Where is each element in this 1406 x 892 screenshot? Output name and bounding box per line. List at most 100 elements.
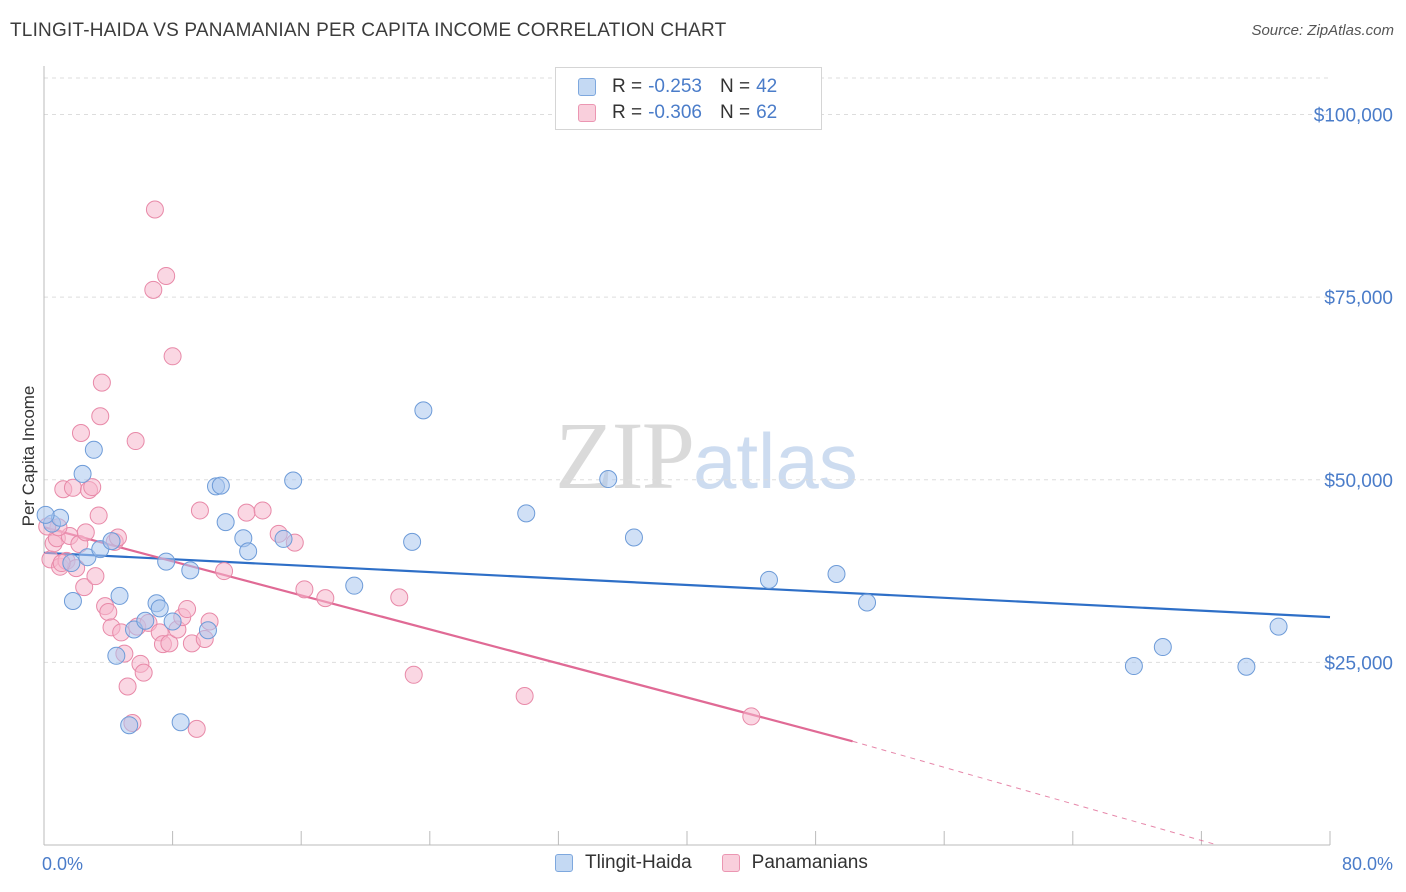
data-point-tlingit-haida — [62, 554, 81, 573]
trend-line-tlingit-haida — [43, 551, 1331, 619]
x-tick-label-min: 0.0% — [42, 854, 83, 874]
data-point-tlingit-haida — [63, 592, 82, 611]
trend-line-panamanians-extrapolated — [852, 740, 1218, 846]
data-point-panamanians — [92, 373, 111, 392]
chart-title: TLINGIT-HAIDA VS PANAMANIAN PER CAPITA I… — [10, 20, 727, 41]
data-point-panamanians — [134, 663, 153, 682]
swatch-panamanians — [721, 854, 740, 872]
data-point-panamanians — [160, 634, 179, 653]
data-point-tlingit-haida — [345, 576, 364, 595]
data-point-tlingit-haida — [414, 401, 433, 420]
source-label: Source: ZipAtlas.com — [1251, 22, 1394, 39]
watermark-zip: ZIP — [555, 402, 695, 509]
data-point-tlingit-haida — [73, 464, 92, 483]
data-point-tlingit-haida — [198, 621, 217, 640]
data-point-panamanians — [295, 580, 314, 599]
data-point-tlingit-haida — [1237, 657, 1256, 676]
data-point-panamanians — [126, 432, 145, 451]
data-point-panamanians — [404, 665, 423, 684]
legend-row-panamanians: R = -0.306 N = 62 — [578, 100, 777, 126]
data-point-tlingit-haida — [110, 586, 129, 605]
data-point-panamanians — [178, 600, 197, 619]
gridlines — [44, 77, 1330, 663]
data-point-tlingit-haida — [239, 542, 258, 561]
data-point-tlingit-haida — [1124, 657, 1143, 676]
data-point-panamanians — [163, 347, 182, 366]
trend-lines — [43, 526, 1331, 846]
data-point-tlingit-haida — [78, 548, 97, 567]
legend-row-tlingit-haida: R = -0.253 N = 42 — [578, 74, 777, 100]
data-point-tlingit-haida — [827, 564, 846, 583]
data-point-tlingit-haida — [274, 529, 293, 548]
watermark-atlas: atlas — [693, 417, 858, 505]
data-point-tlingit-haida — [120, 716, 139, 735]
data-point-tlingit-haida — [858, 593, 877, 612]
data-point-panamanians — [71, 424, 90, 443]
n-value-panamanians: 62 — [756, 102, 778, 123]
data-point-panamanians — [144, 280, 163, 299]
series-legend: Tlingit-Haida Panamanians — [555, 852, 898, 874]
data-point-panamanians — [86, 567, 105, 586]
data-point-tlingit-haida — [517, 504, 536, 523]
data-point-panamanians — [187, 719, 206, 738]
y-tick-labels: $25,000 $50,000 $75,000 $100,000 — [1314, 106, 1393, 675]
swatch-tlingit-haida — [578, 78, 596, 96]
data-point-tlingit-haida — [163, 612, 182, 631]
data-point-tlingit-haida — [51, 508, 70, 527]
legend-label-panamanians: Panamanians — [751, 852, 868, 873]
legend-item-panamanians: Panamanians — [721, 852, 868, 874]
data-point-tlingit-haida — [181, 561, 200, 580]
data-point-tlingit-haida — [211, 476, 230, 495]
data-point-panamanians — [390, 588, 409, 607]
y-tick-label: $25,000 — [1324, 653, 1393, 674]
data-point-tlingit-haida — [216, 513, 235, 532]
data-point-tlingit-haida — [284, 471, 303, 490]
r-value-panamanians: -0.306 — [648, 102, 702, 123]
data-point-panamanians — [75, 578, 94, 597]
data-point-panamanians — [118, 677, 137, 696]
r-label: R = — [612, 76, 643, 97]
data-point-panamanians — [83, 478, 102, 497]
data-point-tlingit-haida — [171, 713, 190, 732]
trend-line-panamanians — [43, 526, 853, 743]
data-point-tlingit-haida — [759, 570, 778, 589]
x-tick-label-max: 80.0% — [1342, 854, 1393, 874]
panamanians-points — [38, 200, 761, 738]
data-point-tlingit-haida — [102, 532, 121, 551]
data-point-panamanians — [237, 503, 256, 522]
data-point-panamanians — [316, 589, 335, 608]
correlation-legend: R = -0.253 N = 42 R = -0.306 N = 62 — [555, 67, 822, 130]
swatch-panamanians — [578, 104, 596, 122]
legend-label-tlingit-haida: Tlingit-Haida — [585, 852, 692, 873]
data-point-panamanians — [215, 562, 234, 581]
data-point-tlingit-haida — [107, 646, 126, 665]
data-point-tlingit-haida — [403, 532, 422, 551]
data-point-panamanians — [515, 686, 534, 705]
data-point-panamanians — [145, 200, 164, 219]
data-point-panamanians — [76, 523, 95, 542]
y-tick-label: $50,000 — [1324, 471, 1393, 492]
data-point-panamanians — [91, 407, 110, 426]
n-label: N = — [719, 76, 751, 97]
data-point-panamanians — [89, 506, 108, 525]
data-point-tlingit-haida — [624, 528, 643, 547]
data-point-panamanians — [190, 501, 209, 520]
data-point-tlingit-haida — [84, 440, 103, 459]
data-point-panamanians — [157, 266, 176, 285]
data-point-panamanians — [742, 707, 761, 726]
watermark: ZIPatlas — [555, 400, 858, 511]
data-point-tlingit-haida — [1153, 638, 1172, 657]
data-point-panamanians — [253, 501, 272, 520]
data-point-tlingit-haida — [36, 505, 55, 524]
r-label: R = — [612, 102, 643, 123]
n-value-tlingit-haida: 42 — [756, 76, 778, 97]
swatch-tlingit-haida — [555, 854, 573, 872]
legend-item-tlingit-haida: Tlingit-Haida — [555, 852, 692, 874]
y-tick-label: $100,000 — [1314, 106, 1393, 127]
axes — [43, 66, 1331, 846]
data-point-tlingit-haida — [1269, 617, 1288, 636]
data-point-tlingit-haida — [150, 599, 169, 618]
data-point-panamanians — [99, 602, 118, 621]
y-tick-label: $75,000 — [1324, 288, 1393, 309]
